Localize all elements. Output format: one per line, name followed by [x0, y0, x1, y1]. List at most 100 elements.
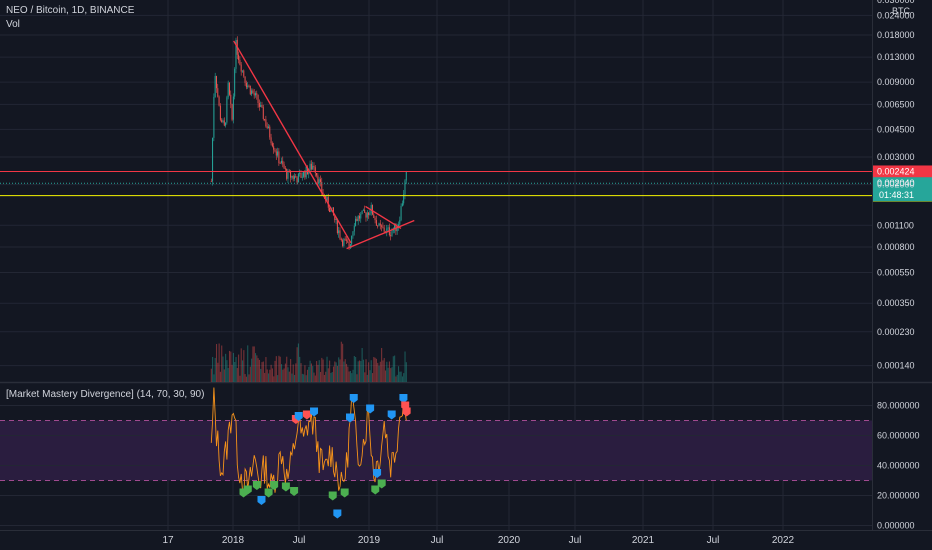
volume-bar — [243, 350, 245, 382]
oscillator[interactable]: 80.000000 60.000000 40.000000 20.000000 0.00… — [0, 387, 920, 531]
y-tick-label: 0.000230 — [877, 327, 915, 337]
volume-bar — [256, 355, 258, 382]
candle-body — [362, 209, 364, 211]
volume-bar — [392, 356, 394, 382]
signal-marker-bear — [402, 407, 411, 417]
candle-body — [305, 166, 307, 178]
signal-marker-bear — [302, 410, 311, 420]
volume-bar — [334, 361, 336, 382]
candle-body — [245, 82, 247, 88]
volume-bar — [388, 361, 390, 382]
candle-body — [399, 220, 401, 225]
volume-bar — [230, 351, 232, 382]
volume-bar — [312, 366, 314, 382]
volume-bar — [226, 360, 228, 382]
candle-body — [340, 238, 342, 241]
candle-body — [303, 171, 305, 177]
x-tick-label: 2022 — [772, 535, 795, 546]
candle-body — [213, 97, 215, 138]
x-tick-label: 2018 — [222, 535, 245, 546]
candle-body — [257, 94, 259, 104]
candle-body — [227, 82, 229, 98]
volume-bar — [365, 359, 367, 382]
candle-body — [326, 197, 328, 201]
trendline — [233, 40, 352, 244]
volume-bar — [296, 347, 298, 382]
candle-body — [339, 230, 341, 239]
volume-bar — [404, 351, 406, 382]
candle-body — [278, 151, 280, 164]
volume-bar — [394, 355, 396, 382]
volume-bar — [217, 362, 219, 382]
volume-bar — [397, 366, 400, 382]
volume-bar — [326, 356, 328, 382]
volume-bar — [378, 365, 380, 382]
candle-body — [383, 227, 385, 232]
candle-body — [392, 229, 394, 232]
volume-bar — [295, 363, 297, 382]
volume-bar — [314, 375, 316, 382]
signal-marker-bull — [377, 479, 386, 489]
indicator-label[interactable]: [Market Mastery Divergence] (14, 70, 30,… — [6, 389, 205, 400]
volume-bar — [301, 373, 303, 382]
candle-body — [404, 180, 406, 195]
x-tick-label: Jul — [569, 535, 582, 546]
osc-y-tick-label: 0.000000 — [877, 521, 915, 531]
candle-body — [374, 217, 376, 221]
grid — [0, 0, 932, 531]
volume-bar — [370, 360, 372, 382]
signal-marker-bull — [371, 485, 380, 495]
candle-body — [269, 126, 271, 138]
candle-body — [275, 151, 277, 156]
candle-body — [306, 166, 308, 175]
candle-body — [310, 163, 312, 170]
volume-bar — [313, 372, 315, 382]
candle-body — [239, 59, 241, 65]
volume-bar — [254, 353, 257, 382]
volume-bar — [234, 362, 236, 382]
volume-bar — [390, 368, 392, 382]
volume-bar — [221, 345, 223, 382]
volume-bar — [288, 371, 290, 382]
candle-body — [405, 171, 407, 181]
candle-body — [262, 107, 264, 120]
candle-body — [265, 119, 267, 127]
volume-label[interactable]: Vol — [6, 19, 20, 30]
candle-body — [304, 171, 306, 178]
candle-body — [279, 163, 281, 164]
osc-y-tick-label: 20.000000 — [877, 491, 920, 501]
signal-marker-bull — [328, 491, 337, 501]
volume-bar — [336, 365, 338, 382]
volume-bar — [352, 369, 354, 382]
candle-body — [403, 194, 405, 204]
volume-bar — [279, 356, 281, 382]
osc-y-tick-label: 40.000000 — [877, 461, 920, 471]
trendline — [346, 219, 415, 250]
volume-bar — [373, 356, 375, 382]
candle-body — [247, 85, 249, 88]
candle-body — [222, 120, 224, 123]
symbol-title[interactable]: NEO / Bitcoin, 1D, BINANCE — [6, 5, 135, 16]
volume-bar — [282, 369, 284, 382]
y-tick-label: 0.018000 — [877, 30, 915, 40]
volume-bar — [248, 374, 250, 382]
x-tick-label: 2021 — [632, 535, 655, 546]
candle-body — [251, 90, 253, 95]
candle-body — [284, 168, 286, 170]
candle-body — [243, 70, 245, 77]
candle-body — [344, 238, 346, 240]
volume-bar — [264, 372, 266, 382]
y-tick-label: 0.000800 — [877, 242, 915, 252]
volume-bar — [335, 362, 337, 382]
candle-body — [274, 149, 276, 152]
candle-body — [378, 223, 380, 226]
trendlines[interactable] — [233, 40, 415, 250]
x-tick-label: 2019 — [358, 535, 381, 546]
signal-marker-peak — [399, 394, 408, 403]
candle-body — [234, 68, 236, 97]
y-tick-label: 0.006500 — [877, 99, 915, 109]
volume-bar — [232, 352, 234, 382]
volume-bar — [360, 361, 362, 382]
